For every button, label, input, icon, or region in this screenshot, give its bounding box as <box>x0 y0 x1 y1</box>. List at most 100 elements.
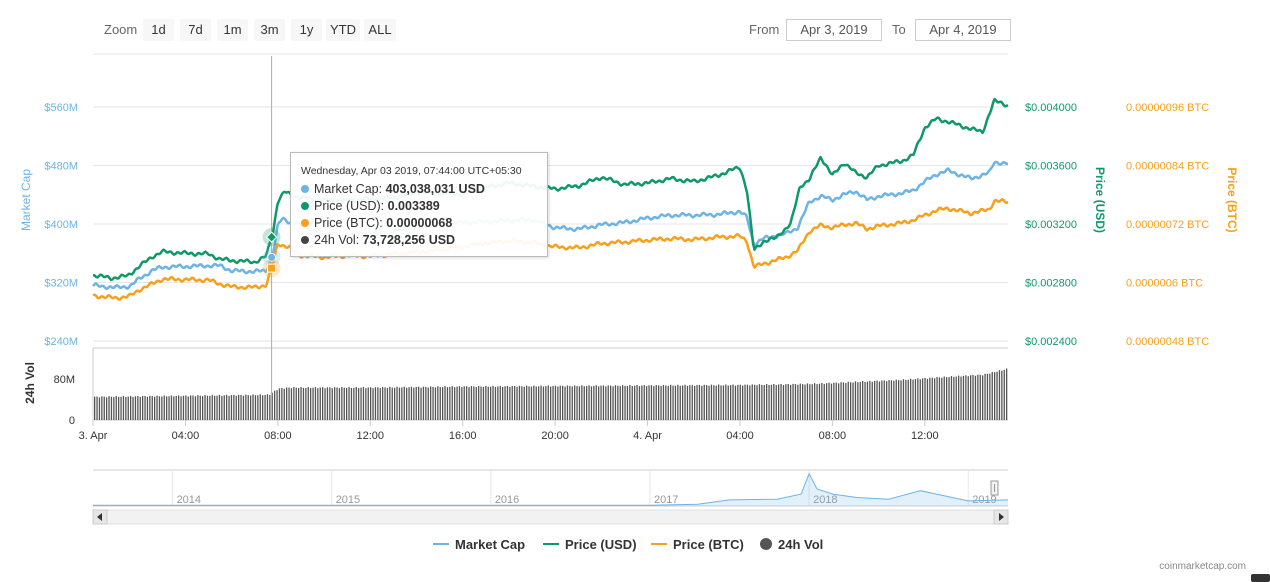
zoom-7d-button[interactable]: 7d <box>180 19 211 41</box>
volume-bar <box>110 396 113 420</box>
volume-bar <box>734 385 737 420</box>
volume-bar <box>917 378 919 420</box>
zoom-all-button[interactable]: ALL <box>364 19 396 41</box>
navigator-year-label: 2015 <box>336 494 360 506</box>
volume-bar <box>290 388 293 420</box>
volume-bar <box>439 387 441 420</box>
volume-bar <box>346 388 348 420</box>
volume-bar <box>403 386 405 420</box>
volume-bar <box>605 386 607 420</box>
volume-bar <box>766 384 768 420</box>
to-label: To <box>892 22 906 37</box>
volume-bar <box>283 388 285 420</box>
volume-bar <box>118 396 120 420</box>
legend-market-cap[interactable]: Market Cap <box>433 537 525 552</box>
volume-bar <box>437 386 439 420</box>
volume-bar <box>926 378 929 420</box>
volume-bar <box>696 384 698 420</box>
volume-bar <box>194 396 197 420</box>
volume-bar <box>607 385 609 420</box>
volume-bar <box>482 386 485 420</box>
volume-bar <box>670 384 672 420</box>
volume-bar <box>170 395 173 420</box>
legend-price-usd[interactable]: Price (USD) <box>543 537 637 552</box>
volume-bar <box>446 387 449 420</box>
volume-bar <box>182 395 185 420</box>
volume-bar <box>936 377 938 420</box>
volume-bar <box>770 384 773 420</box>
volume-bar <box>307 386 309 420</box>
volume-bar <box>797 384 799 420</box>
volume-bar <box>998 370 1001 420</box>
tooltip-value: 0.00000068 <box>386 216 453 230</box>
volume-bar <box>365 388 367 420</box>
to-date-input[interactable]: Apr 4, 2019 <box>915 19 1011 41</box>
volume-bar <box>929 377 931 420</box>
volume-bar <box>242 395 245 420</box>
zoom-1y-button[interactable]: 1y <box>291 19 322 41</box>
volume-bar <box>593 385 595 420</box>
credits-link[interactable]: coinmarketcap.com <box>1159 561 1246 572</box>
volume-bar <box>506 385 509 420</box>
legend-volume[interactable]: 24h Vol <box>760 537 823 552</box>
legend-label: Price (BTC) <box>673 537 744 552</box>
volume-bar <box>187 396 189 420</box>
volume-bar <box>665 385 667 420</box>
volume-bar <box>252 394 254 420</box>
volume-bar <box>202 396 204 420</box>
volume-bar <box>156 395 158 420</box>
volume-bar <box>223 395 225 420</box>
volume-bar <box>890 380 893 420</box>
volume-bar <box>240 394 242 420</box>
volume-bar <box>984 373 986 420</box>
volume-bar <box>619 386 621 420</box>
volume-bar <box>895 379 897 420</box>
x-tick-label: 04:00 <box>172 430 200 442</box>
volume-bar <box>146 396 149 420</box>
from-date-input[interactable]: Apr 3, 2019 <box>786 19 882 41</box>
volume-bar <box>691 384 693 420</box>
volume-bar <box>271 392 273 420</box>
volume-bar <box>598 386 600 420</box>
volume-bar <box>694 385 696 420</box>
volume-bar <box>408 387 410 420</box>
navigator[interactable]: 2014 2015 2016 2017 2018 2019 <box>92 469 1270 582</box>
price-btc-line <box>92 198 1009 301</box>
volume-bar <box>948 377 950 420</box>
volume-bar <box>127 396 129 420</box>
volume-bar <box>504 386 506 420</box>
volume-bar <box>689 385 691 420</box>
volume-bar <box>631 386 633 420</box>
volume-bar <box>725 384 727 420</box>
zoom-3m-button[interactable]: 3m <box>254 19 285 41</box>
volume-bar <box>646 386 648 420</box>
zoom-1d-button[interactable]: 1d <box>143 19 174 41</box>
volume-bar <box>991 371 993 420</box>
volume-bar <box>626 385 629 420</box>
volume-bar <box>922 378 924 420</box>
volume-bar <box>322 387 324 420</box>
volume-bar <box>564 386 566 420</box>
volume-bar <box>528 386 530 420</box>
volume-bar <box>382 386 384 420</box>
price-usd-axis-title: Price (USD) <box>1093 167 1107 233</box>
x-tick-label: 04:00 <box>726 430 754 442</box>
volume-bar <box>794 384 797 420</box>
tooltip-row-volume: 24h Vol: 73,728,256 USD <box>301 233 455 247</box>
legend-price-btc[interactable]: Price (BTC) <box>651 537 744 552</box>
volume-bar <box>600 385 602 420</box>
volume-bar <box>638 386 641 420</box>
volume-bar <box>703 384 705 420</box>
tooltip-label: Price (USD): <box>314 199 388 213</box>
volume-bar <box>221 395 223 420</box>
navigator-year-label: 2018 <box>813 494 837 506</box>
volume-bar <box>900 380 902 420</box>
zoom-1m-button[interactable]: 1m <box>217 19 248 41</box>
zoom-ytd-button[interactable]: YTD <box>326 19 360 41</box>
volume-bar <box>655 385 657 420</box>
tooltip-label: Price (BTC): <box>314 216 387 230</box>
volume-bar <box>994 372 996 420</box>
volume-bar <box>845 382 847 420</box>
price-usd-tick-label: $0.004000 <box>1025 102 1077 114</box>
